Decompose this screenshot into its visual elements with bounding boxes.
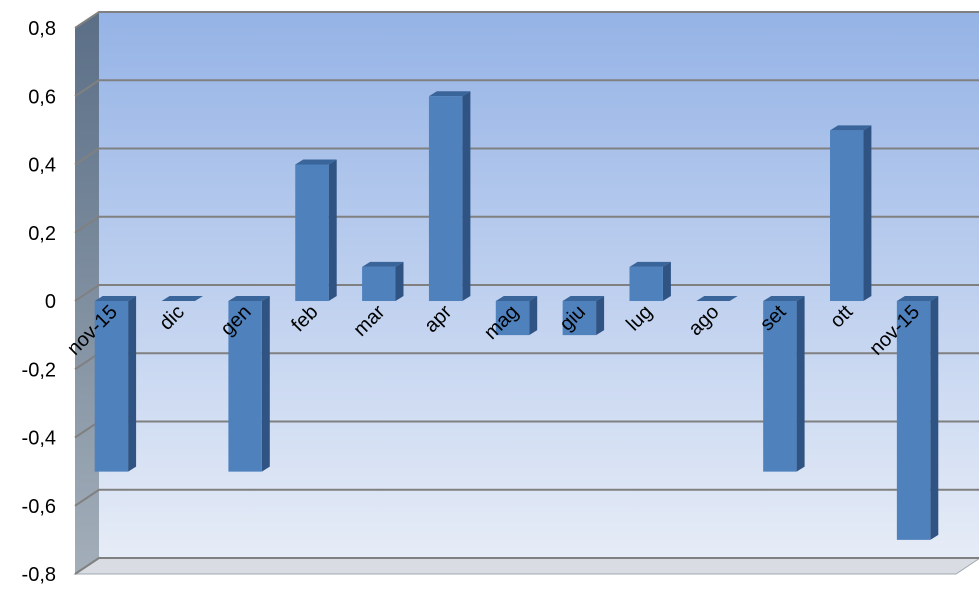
y-tick-label: -0,8 [22, 564, 56, 586]
bar-top [362, 261, 404, 267]
bar-front [562, 301, 597, 336]
bar-front [830, 130, 864, 301]
bar-top [896, 296, 939, 301]
bar-front [94, 301, 129, 472]
bar [896, 296, 939, 540]
bar-front [295, 164, 329, 301]
bar [696, 296, 738, 301]
y-tick-label: 0,4 [28, 155, 56, 177]
gridline [74, 557, 979, 575]
bar [362, 261, 404, 301]
gridline [74, 79, 979, 98]
y-tick-label: 0,6 [28, 86, 56, 108]
gridline [74, 488, 979, 507]
bar-side [128, 296, 137, 472]
bar-front [629, 266, 663, 301]
y-tick-label: -0,2 [22, 359, 56, 381]
y-tick-label: -0,6 [22, 496, 56, 518]
bar-top [562, 296, 605, 301]
bar-front [896, 301, 931, 540]
bar-side [796, 296, 805, 472]
bar-side [395, 261, 404, 301]
bar-side [529, 296, 538, 336]
bar-side [596, 296, 605, 336]
bar-top [94, 296, 137, 301]
bar-top [495, 296, 538, 301]
y-tick-label: -0,4 [22, 428, 56, 450]
bar-side [328, 159, 337, 301]
bar-side [261, 296, 270, 472]
bar-side [462, 91, 471, 301]
bar [763, 296, 805, 472]
bar-front [228, 301, 262, 472]
bar [94, 296, 137, 472]
bar-side [662, 261, 671, 301]
bar-top [161, 296, 203, 301]
bar-top [228, 296, 270, 301]
floor [73, 557, 979, 575]
bars [94, 91, 939, 540]
bar-front [428, 96, 463, 301]
bar [295, 159, 337, 301]
bar-side [930, 296, 939, 540]
gridline [74, 11, 979, 29]
bar-top [295, 159, 337, 165]
y-tick-label: 0,2 [28, 223, 56, 245]
bar-top [830, 125, 872, 131]
gridline [74, 284, 979, 302]
bar [495, 296, 538, 336]
bar-front [495, 301, 530, 336]
bar-side [863, 125, 872, 302]
bar [562, 296, 605, 336]
bar-top [629, 261, 671, 267]
bar-front [763, 301, 797, 472]
gridline [74, 147, 979, 166]
bar [428, 91, 471, 301]
gridline [74, 215, 979, 234]
y-axis-ticks: 0,8 0,6 0,4 0,2 0 -0,2 -0,4 -0,6 -0,8 [22, 18, 56, 586]
bar-top [763, 296, 805, 301]
bar [830, 125, 872, 302]
bar-top [428, 91, 471, 97]
y-tick-label: 0 [45, 291, 56, 313]
bar-top [696, 296, 738, 301]
bar-front [362, 266, 396, 301]
bar [629, 261, 671, 301]
y-tick-label: 0,8 [28, 18, 56, 40]
bar [161, 296, 203, 301]
bar [228, 296, 270, 472]
